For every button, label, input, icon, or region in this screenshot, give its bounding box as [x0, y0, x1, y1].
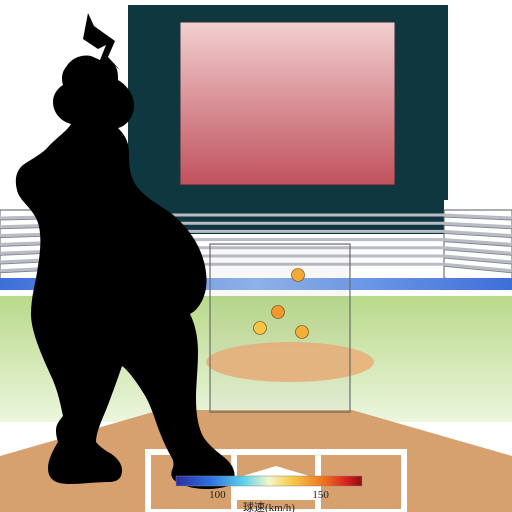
legend-tick: 150 [312, 489, 329, 501]
scoreboard-screen [180, 22, 395, 185]
pitch-marker [272, 306, 285, 319]
strike-zone [210, 244, 350, 412]
pitch-marker [254, 322, 267, 335]
legend-tick: 100 [209, 489, 226, 501]
pitch-location-chart: 100 150 球速(km/h) [0, 0, 512, 512]
pitch-marker [296, 326, 309, 339]
pitch-marker [292, 269, 305, 282]
legend-label: 球速(km/h) [243, 500, 295, 512]
